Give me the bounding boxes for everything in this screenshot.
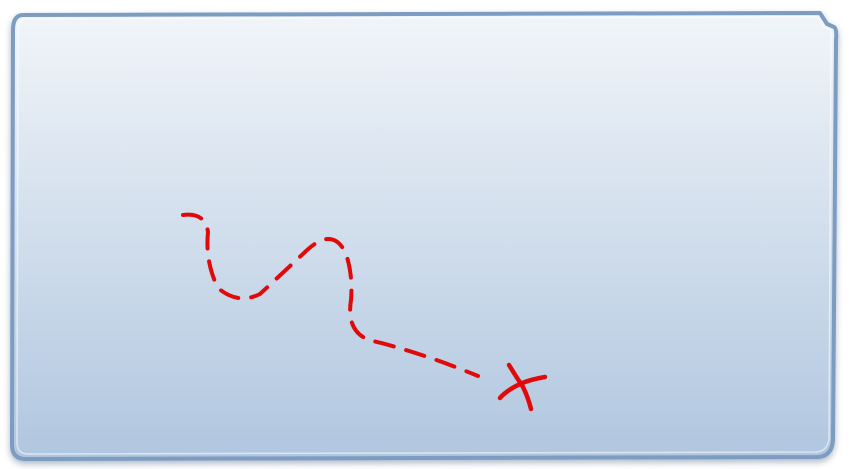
panel-inner-highlight: [16, 16, 832, 455]
route-path-icon: [181, 212, 480, 378]
panel-background: [10, 11, 839, 461]
destination-x-icon: [497, 362, 548, 412]
